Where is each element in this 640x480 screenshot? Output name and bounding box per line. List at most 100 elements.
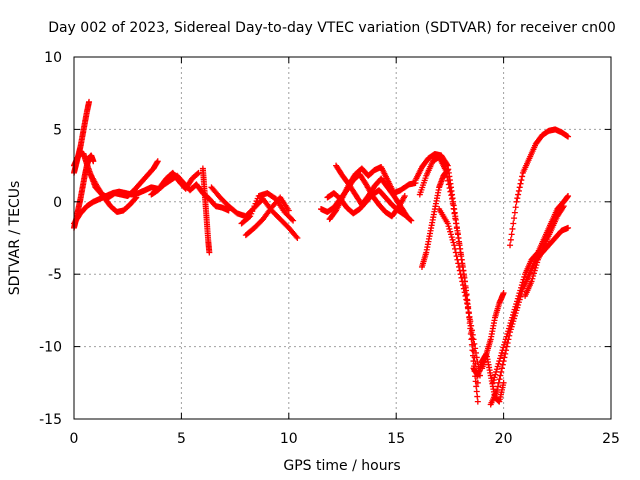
data-point bbox=[509, 311, 516, 318]
data-point bbox=[505, 328, 512, 335]
y-tick-label: 10 bbox=[44, 50, 62, 66]
data-point bbox=[460, 285, 467, 292]
data-point bbox=[453, 225, 460, 232]
data-point bbox=[290, 217, 297, 224]
data-point bbox=[444, 166, 451, 173]
data-point bbox=[500, 290, 507, 297]
data-point bbox=[445, 223, 452, 230]
data-point bbox=[503, 333, 510, 340]
data-point bbox=[528, 278, 535, 285]
data-point bbox=[457, 251, 464, 258]
data-point bbox=[511, 215, 518, 222]
data-point bbox=[517, 180, 524, 187]
data-point bbox=[450, 205, 457, 212]
chart-title: Day 002 of 2023, Sidereal Day-to-day VTE… bbox=[48, 20, 616, 36]
data-point bbox=[499, 347, 506, 354]
data-point bbox=[507, 320, 514, 327]
series-arc-17 bbox=[416, 153, 481, 386]
data-point bbox=[530, 270, 537, 277]
data-point bbox=[498, 365, 505, 372]
series-arc-21 bbox=[487, 224, 572, 408]
data-point bbox=[529, 275, 536, 282]
data-point bbox=[444, 220, 451, 227]
data-point bbox=[451, 210, 458, 217]
data-point bbox=[294, 235, 301, 241]
series-arc-19 bbox=[436, 206, 483, 379]
data-point bbox=[517, 287, 524, 294]
data-point bbox=[459, 278, 466, 285]
data-point bbox=[520, 276, 527, 283]
data-point bbox=[514, 298, 521, 305]
data-point bbox=[447, 231, 454, 238]
x-tick-label: 25 bbox=[602, 431, 620, 447]
series-arc-08 bbox=[199, 165, 213, 256]
data-point bbox=[454, 256, 461, 263]
data-point bbox=[494, 363, 501, 370]
plot-frame bbox=[73, 56, 612, 420]
data-point bbox=[194, 170, 201, 177]
data-point bbox=[458, 274, 465, 281]
data-point bbox=[408, 217, 415, 224]
data-point bbox=[472, 349, 479, 356]
data-point bbox=[521, 273, 528, 280]
data-point bbox=[447, 228, 454, 235]
x-tick-label: 20 bbox=[495, 431, 513, 447]
y-tick-label: -5 bbox=[48, 267, 62, 283]
data-point bbox=[494, 387, 501, 394]
data-point bbox=[510, 220, 517, 227]
data-point bbox=[514, 295, 521, 302]
data-point bbox=[467, 318, 474, 325]
data-point bbox=[450, 239, 457, 246]
data-point bbox=[501, 339, 508, 346]
data-point bbox=[154, 158, 161, 165]
series-arc-15 bbox=[324, 187, 415, 224]
data-point bbox=[514, 195, 521, 202]
data-point bbox=[401, 193, 408, 200]
data-point bbox=[132, 195, 139, 202]
data-point bbox=[504, 330, 511, 337]
data-point bbox=[506, 322, 513, 329]
data-point bbox=[90, 158, 97, 165]
data-point bbox=[460, 282, 467, 289]
data-point bbox=[512, 204, 519, 211]
data-point bbox=[559, 204, 566, 211]
data-point bbox=[565, 224, 572, 231]
data-point bbox=[511, 209, 518, 216]
data-point bbox=[206, 249, 213, 256]
data-point bbox=[509, 314, 516, 321]
data-point bbox=[474, 393, 481, 400]
data-point bbox=[445, 177, 452, 184]
data-point bbox=[463, 296, 470, 303]
data-point bbox=[457, 271, 464, 278]
series-arc-25 bbox=[522, 203, 567, 299]
data-point bbox=[465, 309, 472, 316]
data-point bbox=[457, 245, 464, 252]
data-point bbox=[504, 339, 511, 346]
data-point bbox=[464, 304, 471, 311]
data-point bbox=[453, 253, 460, 260]
data-point bbox=[446, 225, 453, 232]
data-point bbox=[445, 181, 452, 188]
data-point bbox=[469, 341, 476, 348]
data-point bbox=[474, 358, 481, 365]
data-point bbox=[493, 368, 500, 375]
data-point bbox=[449, 200, 456, 207]
series-arc-18 bbox=[418, 166, 451, 270]
y-tick-label: 0 bbox=[53, 195, 62, 211]
data-point bbox=[471, 340, 478, 347]
data-point bbox=[515, 187, 522, 194]
y-tick-label: 5 bbox=[53, 122, 62, 138]
data-point bbox=[508, 231, 515, 238]
y-tick-label: -10 bbox=[39, 340, 62, 356]
data-point bbox=[472, 345, 479, 352]
data-point bbox=[511, 306, 518, 313]
data-point bbox=[452, 245, 459, 252]
data-point bbox=[246, 214, 253, 221]
data-point bbox=[289, 216, 296, 223]
data-point bbox=[473, 388, 480, 395]
data-point bbox=[533, 262, 540, 269]
data-point bbox=[498, 349, 505, 356]
data-point bbox=[454, 230, 461, 237]
data-point bbox=[195, 169, 202, 176]
